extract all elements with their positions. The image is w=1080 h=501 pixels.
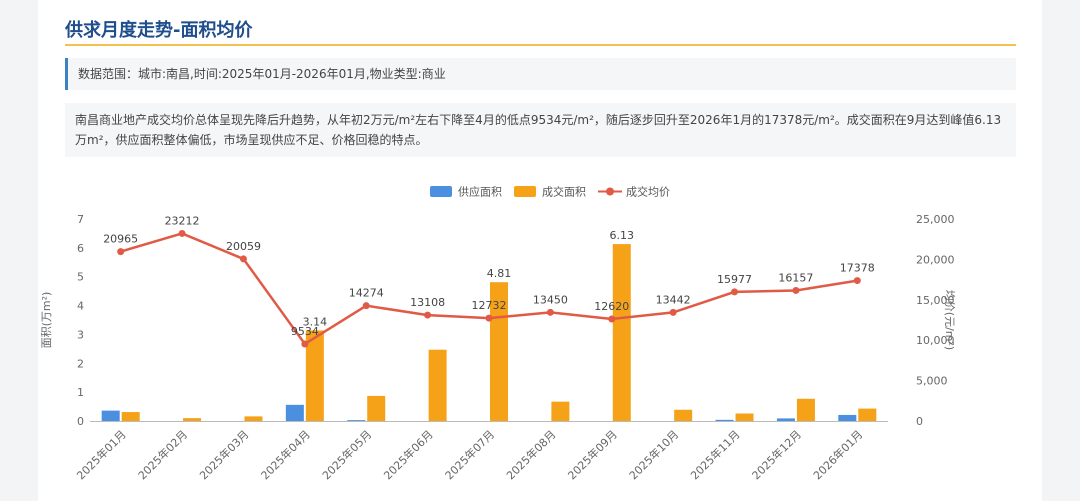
bar: [305, 330, 324, 421]
price-data-label: 12732: [472, 299, 507, 312]
left-tick-label: 0: [77, 415, 84, 428]
right-tick-label: 15,000: [916, 294, 955, 307]
bar: [183, 418, 202, 421]
price-data-label: 13108: [410, 296, 445, 309]
bar: [428, 349, 447, 421]
price-data-label: 17378: [840, 262, 875, 275]
price-point: [362, 302, 370, 310]
price-point: [792, 286, 800, 294]
x-tick-label: 2025年01月: [74, 427, 129, 482]
left-tick-label: 5: [77, 271, 84, 284]
bar: [674, 409, 693, 421]
price-data-label: 23212: [165, 214, 200, 227]
page-title: 供求月度走势-面积均价: [65, 20, 253, 41]
x-tick-label: 2025年02月: [135, 427, 190, 482]
right-y-axis: 0 5,000 10,000 15,000 20,000 25,000 均价(元/m²): [916, 213, 956, 428]
left-tick-label: 7: [77, 213, 84, 226]
price-data-label: 20059: [226, 240, 261, 253]
chart-card: 供求月度走势-面积均价 数据范围：城市:南昌,时间:2025年01月-2026年…: [38, 0, 1042, 501]
bar: [858, 408, 877, 421]
bar: [121, 412, 140, 421]
bar: [838, 414, 857, 421]
x-axis: 2025年01月 2025年02月 2025年03月 2025年04月 2025年05月…: [74, 421, 888, 482]
bar: [101, 410, 120, 421]
bar-series[interactable]: 3.14 4.81 6.13: [101, 229, 877, 421]
chart-legend[interactable]: 供应面积 成交面积 成交均价: [430, 185, 670, 199]
legend-label: 成交均价: [626, 185, 670, 199]
supply-demand-chart: 供应面积 成交面积 成交均价 0 1 2 3 4 5 6 7 面积(万m²) 0 5,000 10,00…: [40, 185, 956, 483]
price-point: [239, 255, 247, 263]
bar: [367, 395, 386, 421]
right-tick-label: 5,000: [916, 375, 948, 388]
left-tick-label: 4: [77, 300, 84, 313]
data-scope-note: 数据范围：城市:南昌,时间:2025年01月-2026年01月,物业类型:商业: [65, 58, 1016, 90]
x-tick-label: 2025年05月: [319, 427, 374, 482]
bar: [715, 419, 734, 421]
x-tick-label: 2025年08月: [503, 427, 558, 482]
price-point: [424, 311, 432, 319]
price-data-label: 13442: [656, 293, 691, 306]
right-tick-label: 0: [916, 415, 923, 428]
price-data-label: 20965: [103, 233, 138, 246]
x-tick-label: 2025年09月: [565, 427, 620, 482]
legend-label: 供应面积: [458, 185, 502, 199]
price-data-label: 15977: [717, 273, 752, 286]
x-tick-label: 2026年01月: [810, 427, 865, 482]
left-tick-label: 2: [77, 357, 84, 370]
legend-label: 成交面积: [542, 185, 586, 199]
bar-data-label: 6.13: [610, 229, 635, 242]
legend-swatch: [430, 186, 452, 197]
right-axis-title: 均价(元/m²): [943, 290, 956, 350]
bar: [735, 413, 754, 421]
x-tick-label: 2025年06月: [381, 427, 436, 482]
bar: [612, 244, 631, 421]
price-point: [485, 314, 493, 322]
left-y-axis: 0 1 2 3 4 5 6 7 面积(万m²): [40, 213, 84, 428]
x-tick-label: 2025年12月: [749, 427, 804, 482]
bar: [776, 418, 795, 421]
price-point: [731, 288, 739, 296]
bar-data-label: 4.81: [487, 267, 512, 280]
analysis-summary: 南昌商业地产成交均价总体呈现先降后升趋势，从年初2万元/m²左右下降至4月的低点…: [65, 103, 1016, 157]
price-point: [546, 308, 554, 316]
right-tick-label: 20,000: [916, 253, 955, 266]
bar: [347, 420, 366, 421]
price-point: [178, 229, 186, 237]
x-tick-label: 2025年07月: [442, 427, 497, 482]
left-tick-label: 3: [77, 328, 84, 341]
left-axis-title: 面积(万m²): [40, 292, 53, 349]
bar: [796, 398, 815, 421]
price-point: [853, 277, 861, 285]
left-tick-label: 1: [77, 386, 84, 399]
price-data-label: 16157: [778, 271, 813, 284]
price-point: [669, 308, 677, 316]
x-tick-label: 2025年11月: [688, 427, 743, 482]
bar-data-label: 3.14: [303, 315, 328, 328]
price-data-label: 12620: [594, 300, 629, 313]
price-point: [608, 315, 616, 323]
right-tick-label: 25,000: [916, 213, 955, 226]
bar: [244, 416, 263, 421]
price-data-label: 13450: [533, 293, 568, 306]
line-series[interactable]: 20965 23212 20059 9534 14274 13108 12732 13450 1…: [103, 214, 875, 348]
x-tick-label: 2025年03月: [196, 427, 251, 482]
price-data-label: 14274: [349, 287, 384, 300]
bar: [285, 404, 304, 421]
price-point: [301, 340, 309, 348]
left-tick-label: 6: [77, 242, 84, 255]
x-tick-label: 2025年04月: [258, 427, 313, 482]
x-tick-label: 2025年10月: [626, 427, 681, 482]
title-divider: [65, 44, 1016, 46]
price-point: [117, 248, 125, 256]
bar: [551, 401, 570, 421]
legend-marker: [606, 187, 614, 196]
legend-swatch: [514, 186, 536, 197]
price-data-label: 9534: [291, 325, 319, 338]
right-tick-label: 10,000: [916, 334, 955, 347]
